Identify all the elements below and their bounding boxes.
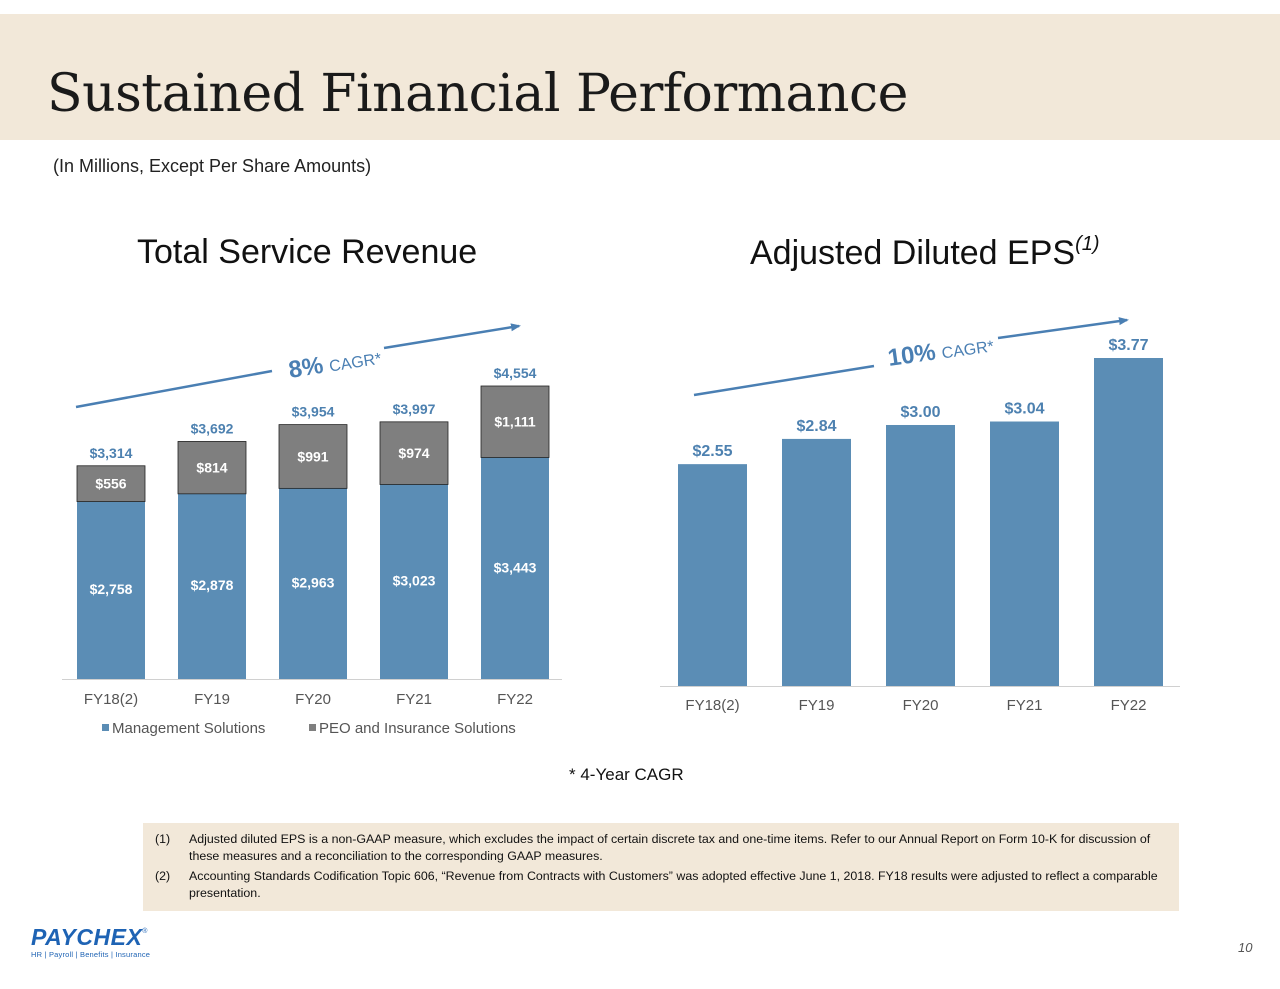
- x-tick-label: FY21: [396, 691, 432, 708]
- x-tick-label: FY20: [295, 691, 331, 708]
- paychex-logo: PAYCHEX® HR | Payroll | Benefits | Insur…: [31, 924, 150, 959]
- eps-title-footnote-ref: (1): [1075, 233, 1100, 255]
- data-label-eps: $2.55: [692, 443, 732, 460]
- data-label-peo: $974: [398, 445, 429, 461]
- data-label-management: $2,758: [90, 581, 133, 597]
- cagr-label-revenue: 8% CAGR*: [287, 343, 383, 384]
- x-tick-label: FY22: [497, 691, 533, 708]
- data-label-management: $3,023: [393, 573, 436, 589]
- cagr-arrow-icon: [383, 323, 521, 350]
- data-label-total: $3,997: [393, 401, 436, 417]
- bar-eps: [990, 421, 1059, 686]
- footnote-number: (2): [155, 869, 171, 883]
- bar-peo-insurance: [278, 424, 348, 489]
- legend-label-peo: PEO and Insurance Solutions: [319, 720, 516, 737]
- footnote-1: (1) Adjusted diluted EPS is a non-GAAP m…: [155, 831, 1167, 864]
- data-label-management: $3,443: [494, 560, 537, 576]
- x-tick-label: FY18(2): [685, 697, 739, 714]
- data-label-management: $2,963: [292, 574, 335, 590]
- bar-peo-insurance: [76, 465, 146, 502]
- legend-swatch-management: [102, 724, 109, 731]
- page-number: 10: [1238, 940, 1253, 955]
- data-label-eps: $3.77: [1108, 337, 1148, 354]
- bar-management-solutions: [178, 493, 246, 679]
- footnote-text: Accounting Standards Codification Topic …: [189, 869, 1158, 900]
- bar-management-solutions: [77, 501, 145, 679]
- logo-wordmark: PAYCHEX: [31, 924, 143, 950]
- data-label-total: $3,314: [90, 445, 133, 461]
- data-label-management: $2,878: [191, 577, 234, 593]
- x-tick-label: FY21: [1007, 697, 1043, 714]
- bar-peo-insurance: [480, 385, 550, 458]
- cagr-label-eps: 10% CAGR*: [886, 330, 995, 372]
- x-tick-label: FY22: [1111, 697, 1147, 714]
- data-label-total: $4,554: [494, 365, 537, 381]
- page-subtitle: (In Millions, Except Per Share Amounts): [53, 156, 372, 176]
- x-tick-label: FY19: [194, 691, 230, 708]
- data-label-peo: $991: [297, 448, 328, 464]
- data-label-eps: $3.00: [900, 404, 940, 421]
- bar-peo-insurance: [379, 421, 449, 485]
- x-tick-label: FY20: [903, 697, 939, 714]
- eps-chart-title: Adjusted Diluted EPS(1): [750, 233, 1100, 273]
- data-label-eps: $2.84: [796, 418, 836, 435]
- data-label-peo: $1,111: [494, 414, 535, 430]
- bar-management-solutions: [481, 457, 549, 679]
- bar-eps: [782, 438, 851, 686]
- footnote-number: (1): [155, 832, 171, 846]
- data-label-total: $3,692: [191, 420, 234, 436]
- bar-eps: [678, 464, 747, 686]
- logo-tagline: HR | Payroll | Benefits | Insurance: [31, 950, 151, 959]
- footnotes-box: (1) Adjusted diluted EPS is a non-GAAP m…: [143, 823, 1179, 911]
- footnote-text: Adjusted diluted EPS is a non-GAAP measu…: [189, 832, 1151, 863]
- cagr-arrow-line-left: [75, 369, 273, 409]
- data-label-total: $3,954: [292, 404, 335, 420]
- page-title: Sustained Financial Performance: [47, 64, 908, 124]
- logo-trademark: ®: [142, 928, 148, 935]
- bar-eps: [886, 424, 955, 686]
- cagr-footnote: * 4-Year CAGR: [569, 765, 684, 784]
- bar-management-solutions: [279, 488, 347, 679]
- legend-swatch-peo: [309, 724, 316, 731]
- data-label-peo: $814: [196, 460, 227, 476]
- revenue-chart-title: Total Service Revenue: [137, 233, 478, 271]
- eps-title-text: Adjusted Diluted EPS: [750, 234, 1076, 272]
- x-tick-label: FY18(2): [84, 691, 138, 708]
- bar-peo-insurance: [177, 441, 247, 495]
- data-label-eps: $3.04: [1004, 401, 1044, 418]
- header-band: [0, 14, 1280, 140]
- footnote-2: (2) Accounting Standards Codification To…: [155, 868, 1167, 901]
- x-tick-label: FY19: [799, 697, 835, 714]
- eps-chart-plot: $2.55 FY18(2) $2.84 FY19 $3.00 FY20 $3.04 FY21 $…: [660, 317, 1180, 714]
- cagr-arrow-icon: [997, 317, 1129, 340]
- bar-management-solutions: [380, 484, 448, 679]
- cagr-arrow-line-left: [693, 364, 875, 397]
- bar-eps: [1094, 358, 1163, 686]
- legend-label-management: Management Solutions: [112, 720, 265, 737]
- data-label-peo: $556: [95, 476, 126, 492]
- revenue-chart-plot: $2,758 $556 $3,314 FY18(2) $2,878 $814 $3,692 F…: [62, 323, 562, 737]
